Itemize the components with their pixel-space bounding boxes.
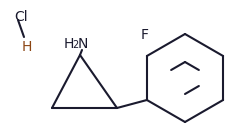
Text: F: F bbox=[141, 28, 149, 42]
Text: H: H bbox=[64, 37, 74, 51]
Text: 2: 2 bbox=[72, 40, 78, 50]
Text: N: N bbox=[78, 37, 88, 51]
Text: H: H bbox=[22, 40, 32, 54]
Text: Cl: Cl bbox=[14, 10, 28, 24]
